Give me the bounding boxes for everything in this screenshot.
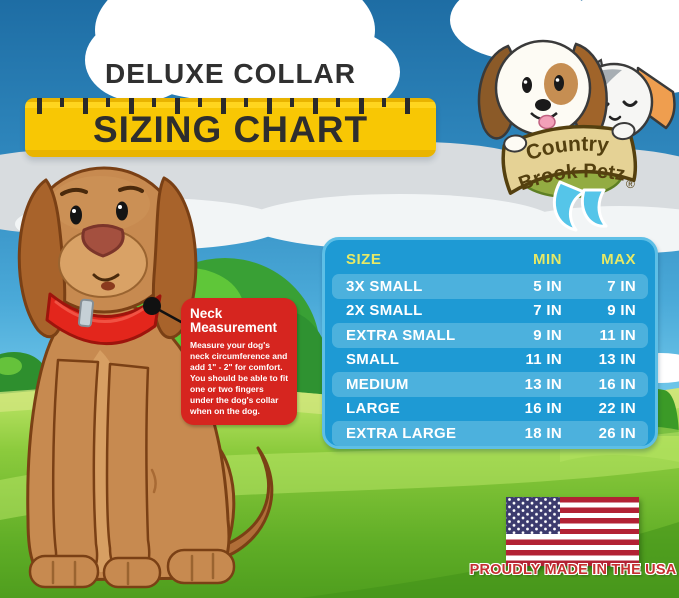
size-cell: EXTRA LARGE bbox=[346, 424, 457, 442]
min-cell: 11 IN bbox=[525, 351, 562, 369]
sizing-table: SIZE MIN MAX 3X SMALL 5 IN 7 IN 2X SMALL… bbox=[322, 237, 658, 449]
dog-nose bbox=[81, 224, 125, 258]
size-cell: SMALL bbox=[346, 351, 400, 369]
product-line-title: DELUXE COLLAR bbox=[105, 58, 356, 89]
callout-heading: Neck Measurement bbox=[190, 306, 278, 336]
ruler-ticks-short bbox=[60, 98, 426, 107]
dog-tail bbox=[202, 446, 274, 564]
table-row: 2X SMALL 7 IN 9 IN bbox=[332, 299, 648, 324]
usa-flag bbox=[506, 497, 639, 566]
page-title: SIZING CHART bbox=[92, 109, 369, 150]
min-cell: 18 IN bbox=[524, 424, 562, 442]
size-cell: 2X SMALL bbox=[346, 302, 423, 320]
ruler-banner: SIZING CHART bbox=[25, 98, 436, 157]
registered-mark: ® bbox=[626, 177, 635, 191]
min-cell: 5 IN bbox=[533, 277, 562, 295]
max-cell: 7 IN bbox=[607, 277, 636, 295]
size-cell: 3X SMALL bbox=[346, 277, 423, 295]
max-cell: 26 IN bbox=[598, 424, 636, 442]
logo-splash bbox=[552, 180, 608, 232]
dog-mouth bbox=[92, 273, 120, 282]
logo-paws bbox=[503, 122, 636, 153]
table-row: EXTRA SMALL 9 IN 11 IN bbox=[332, 323, 648, 348]
size-cell: LARGE bbox=[346, 400, 400, 418]
min-cell: 16 IN bbox=[524, 400, 562, 418]
table-row: SMALL 11 IN 13 IN bbox=[332, 348, 648, 373]
max-cell: 22 IN bbox=[598, 400, 636, 418]
table-row: MEDIUM 13 IN 16 IN bbox=[332, 372, 648, 397]
callout-body: Measure your dog's neck circumference an… bbox=[190, 340, 289, 417]
dog-illustration bbox=[17, 166, 274, 589]
dog-ear-right bbox=[151, 176, 198, 340]
flag-canton-stars bbox=[506, 497, 560, 535]
size-cell: MEDIUM bbox=[346, 375, 409, 393]
cloud-top-left bbox=[85, 0, 400, 117]
min-cell: 13 IN bbox=[524, 375, 562, 393]
min-cell: 9 IN bbox=[533, 326, 562, 344]
max-cell: 16 IN bbox=[598, 375, 636, 393]
column-header-size: SIZE bbox=[346, 251, 382, 268]
neck-measurement-callout: Neck Measurement Measure your dog's neck… bbox=[181, 298, 297, 426]
max-cell: 9 IN bbox=[607, 302, 636, 320]
column-header-max: MAX bbox=[601, 251, 636, 268]
dog-paws bbox=[28, 548, 236, 589]
collar-buckle bbox=[77, 298, 95, 328]
brand-logo: Country Brook Petz ® bbox=[477, 39, 676, 232]
dog-eyes bbox=[70, 201, 128, 225]
column-header-min: MIN bbox=[533, 251, 562, 268]
collar-tag-dot bbox=[143, 297, 161, 315]
max-cell: 11 IN bbox=[599, 326, 636, 344]
dog-front-leg-left bbox=[51, 358, 100, 578]
dog-eyebrows bbox=[60, 185, 144, 196]
min-cell: 7 IN bbox=[533, 302, 562, 320]
max-cell: 13 IN bbox=[598, 351, 636, 369]
table-header-row: SIZE MIN MAX bbox=[332, 245, 648, 274]
logo-dog bbox=[477, 39, 608, 140]
table-row: EXTRA LARGE 18 IN 26 IN bbox=[332, 421, 648, 446]
table-row: LARGE 16 IN 22 IN bbox=[332, 397, 648, 422]
dog-front-leg-right bbox=[105, 362, 151, 576]
size-cell: EXTRA SMALL bbox=[346, 326, 456, 344]
table-row: 3X SMALL 5 IN 7 IN bbox=[332, 274, 648, 299]
made-in-usa-caption: PROUDLY MADE IN THE USA bbox=[469, 562, 677, 578]
